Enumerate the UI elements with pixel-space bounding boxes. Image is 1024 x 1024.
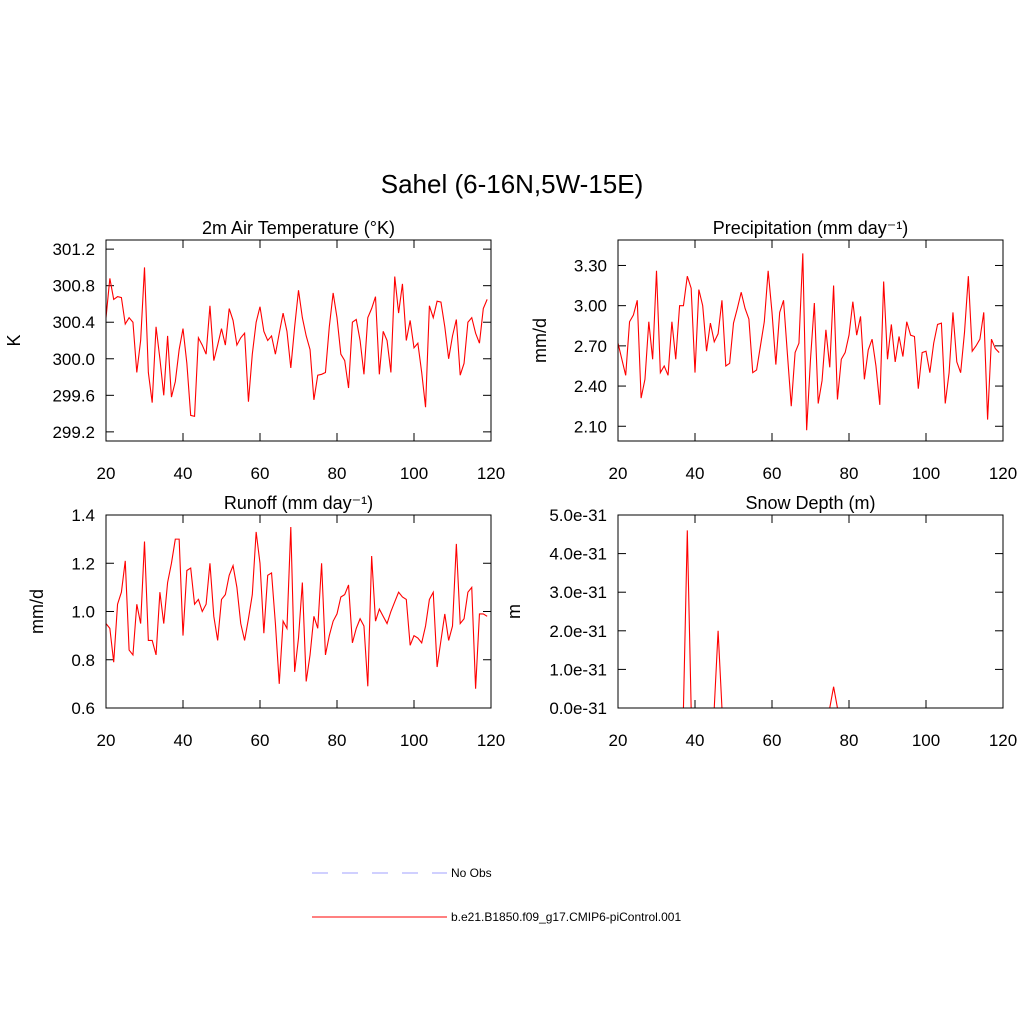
y-tick-label: 3.0e-31 <box>549 583 607 602</box>
plot-frame <box>105 514 492 709</box>
panel-title: 2m Air Temperature (°K) <box>202 218 395 238</box>
x-tick-label: 80 <box>328 464 347 483</box>
x-tick-label: 20 <box>609 464 628 483</box>
y-tick-label: 2.0e-31 <box>549 622 607 641</box>
x-tick-label: 120 <box>477 464 505 483</box>
panel-title: Runoff (mm day⁻¹) <box>224 493 373 513</box>
legend-label: No Obs <box>451 866 492 880</box>
y-axis-label: mm/d <box>27 589 47 634</box>
y-tick-label: 1.2 <box>71 554 95 573</box>
x-tick-label: 60 <box>251 464 270 483</box>
x-tick-label: 60 <box>763 464 782 483</box>
x-tick-label: 20 <box>97 731 116 750</box>
y-axis-label: m <box>504 604 524 619</box>
y-tick-label: 1.0e-31 <box>549 660 607 679</box>
x-tick-label: 100 <box>400 464 428 483</box>
y-tick-label: 300.4 <box>52 313 95 332</box>
y-tick-label: 3.00 <box>574 297 607 316</box>
figure-title: Sahel (6-16N,5W-15E) <box>381 169 644 199</box>
y-tick-label: 0.6 <box>71 699 95 718</box>
panel-title: Snow Depth (m) <box>745 493 875 513</box>
x-tick-label: 40 <box>174 464 193 483</box>
x-tick-label: 100 <box>912 464 940 483</box>
y-tick-label: 0.0e-31 <box>549 699 607 718</box>
x-tick-label: 100 <box>400 731 428 750</box>
y-tick-label: 2.10 <box>574 417 607 436</box>
y-axis-label: mm/d <box>530 318 550 363</box>
data-line <box>617 253 1000 431</box>
x-tick-label: 20 <box>97 464 116 483</box>
y-tick-label: 299.2 <box>52 423 95 442</box>
data-line <box>105 267 488 418</box>
data-line <box>618 530 1000 709</box>
y-tick-label: 2.40 <box>574 377 607 396</box>
plot-frame <box>617 514 1004 709</box>
y-tick-label: 2.70 <box>574 337 607 356</box>
plot-frame <box>617 239 1004 442</box>
x-tick-label: 40 <box>686 731 705 750</box>
y-tick-label: 4.0e-31 <box>549 545 607 564</box>
y-tick-label: 300.0 <box>52 350 95 369</box>
y-tick-label: 1.0 <box>71 603 95 622</box>
legend-label: b.e21.B1850.f09_g17.CMIP6-piControl.001 <box>451 910 681 924</box>
plot-frame <box>105 239 492 442</box>
x-tick-label: 60 <box>251 731 270 750</box>
x-tick-label: 40 <box>686 464 705 483</box>
panel-title: Precipitation (mm day⁻¹) <box>713 218 909 238</box>
y-tick-label: 1.4 <box>71 506 95 525</box>
y-axis-label: K <box>4 334 24 346</box>
x-tick-label: 120 <box>477 731 505 750</box>
x-tick-label: 80 <box>328 731 347 750</box>
x-tick-label: 20 <box>609 731 628 750</box>
x-tick-label: 40 <box>174 731 193 750</box>
x-tick-label: 60 <box>763 731 782 750</box>
y-tick-label: 5.0e-31 <box>549 506 607 525</box>
x-tick-label: 120 <box>989 731 1017 750</box>
data-line <box>105 527 488 689</box>
y-tick-label: 0.8 <box>71 651 95 670</box>
y-tick-label: 301.2 <box>52 240 95 259</box>
x-tick-label: 80 <box>840 464 859 483</box>
y-tick-label: 300.8 <box>52 277 95 296</box>
x-tick-label: 100 <box>912 731 940 750</box>
x-tick-label: 120 <box>989 464 1017 483</box>
y-tick-label: 3.30 <box>574 256 607 275</box>
y-tick-label: 299.6 <box>52 386 95 405</box>
x-tick-label: 80 <box>840 731 859 750</box>
